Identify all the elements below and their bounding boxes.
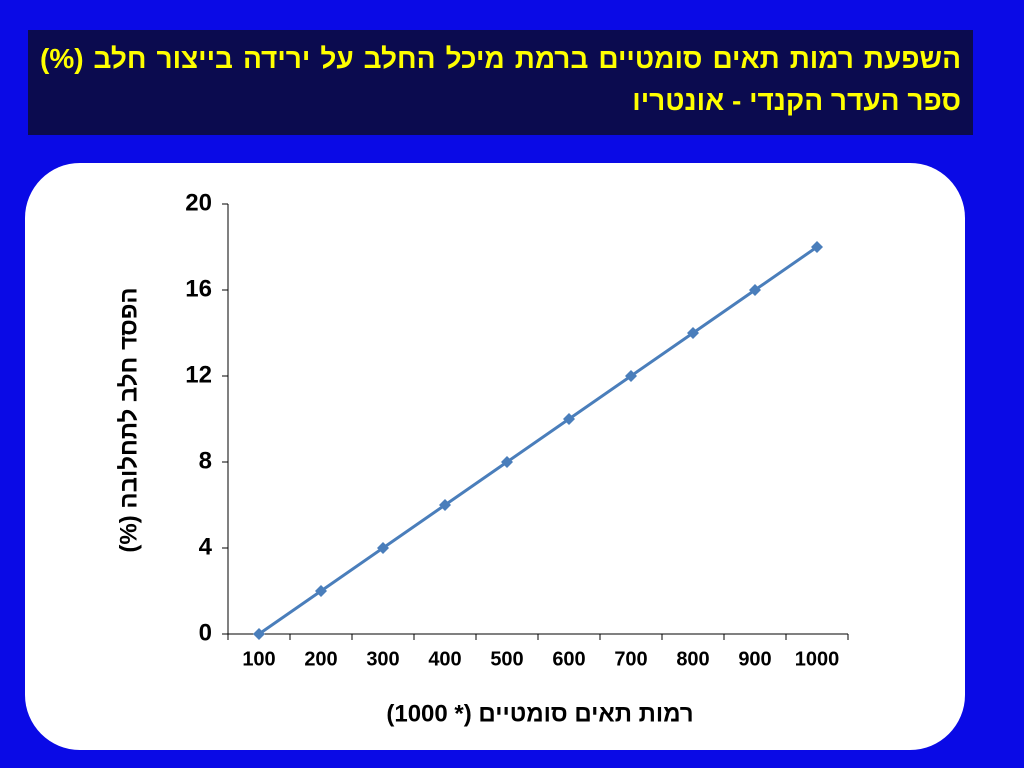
x-tick-label: 200 bbox=[304, 648, 337, 670]
x-tick-label: 500 bbox=[490, 648, 523, 670]
y-tick-label: 20 bbox=[185, 189, 212, 216]
data-marker bbox=[501, 456, 513, 468]
x-tick-label: 700 bbox=[614, 648, 647, 670]
y-tick-label: 8 bbox=[199, 447, 212, 474]
data-line bbox=[258, 245, 818, 636]
y-axis-title: הפסד חלב לתחלובה (%) bbox=[115, 287, 142, 552]
data-marker bbox=[811, 241, 823, 253]
y-tick-label: 4 bbox=[199, 533, 213, 560]
x-tick-label: 300 bbox=[366, 648, 399, 670]
data-marker bbox=[253, 628, 265, 640]
slide-title: השפעת רמות תאים סומטיים ברמת מיכל החלב ע… bbox=[28, 30, 973, 135]
data-marker bbox=[749, 284, 761, 296]
x-tick-label: 100 bbox=[242, 648, 275, 670]
chart-panel bbox=[25, 163, 965, 750]
data-marker bbox=[315, 585, 327, 597]
x-tick-label: 900 bbox=[738, 648, 771, 670]
x-tick-label: 600 bbox=[552, 648, 585, 670]
data-marker bbox=[439, 499, 451, 511]
y-tick-label: 12 bbox=[185, 361, 212, 388]
data-marker bbox=[377, 542, 389, 554]
y-tick-label: 16 bbox=[185, 275, 212, 302]
x-tick-label: 1000 bbox=[795, 648, 840, 670]
x-axis-title: רמות תאים סומטיים (* 1000) bbox=[386, 700, 693, 727]
data-marker bbox=[625, 370, 637, 382]
x-tick-label: 800 bbox=[676, 648, 709, 670]
data-marker bbox=[563, 413, 575, 425]
y-tick-label: 0 bbox=[199, 619, 212, 646]
data-marker bbox=[687, 327, 699, 339]
x-tick-label: 400 bbox=[428, 648, 461, 670]
